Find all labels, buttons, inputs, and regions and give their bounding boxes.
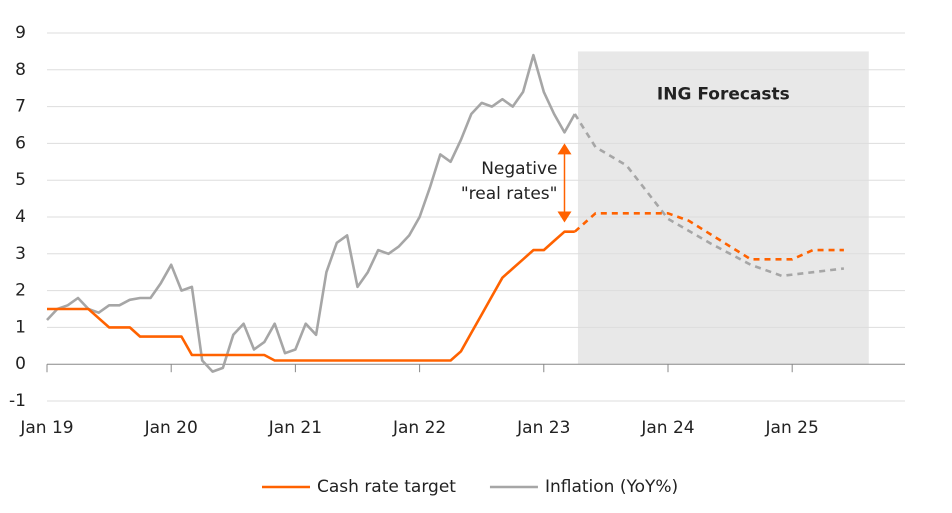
- x-tick-label: Jan 21: [268, 418, 322, 438]
- forecast-region: [577, 51, 869, 365]
- y-tick-label: 2: [15, 281, 26, 301]
- y-tick-label: 4: [15, 207, 26, 227]
- y-tick-label: 1: [15, 317, 26, 337]
- y-tick-label: 0: [15, 354, 26, 374]
- y-tick-label: 7: [15, 97, 26, 117]
- line-forecast: [573, 212, 844, 261]
- arrow-head: [557, 143, 572, 155]
- arrow-head: [557, 211, 572, 223]
- line-forecast: [573, 113, 845, 278]
- line-actual: [47, 230, 575, 362]
- annotation-text: Negative: [481, 159, 557, 179]
- x-tick-label: Jan 19: [19, 418, 73, 438]
- line-actual: [46, 53, 576, 373]
- legend-label: Cash rate target: [317, 477, 456, 497]
- x-tick-label: Jan 25: [765, 418, 819, 438]
- forecast-label: ING Forecasts: [657, 84, 790, 104]
- annotation-text: "real rates": [461, 184, 558, 204]
- x-tick-label: Jan 22: [392, 418, 446, 438]
- x-tick-label: Jan 20: [144, 418, 198, 438]
- y-tick-label: 9: [15, 23, 26, 43]
- y-tick-label: 3: [15, 244, 26, 264]
- y-tick-label: 6: [15, 133, 26, 153]
- y-tick-label: -1: [9, 391, 26, 411]
- y-tick-label: 5: [15, 170, 26, 190]
- y-tick-label: 8: [15, 60, 26, 80]
- x-tick-label: Jan 23: [516, 418, 570, 438]
- x-tick-label: Jan 24: [640, 418, 694, 438]
- legend-label: Inflation (YoY%): [545, 477, 678, 497]
